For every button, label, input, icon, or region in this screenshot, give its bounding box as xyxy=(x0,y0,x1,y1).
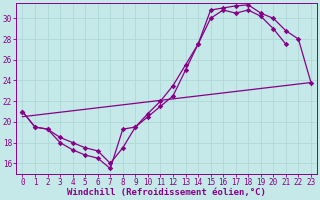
X-axis label: Windchill (Refroidissement éolien,°C): Windchill (Refroidissement éolien,°C) xyxy=(67,188,266,197)
